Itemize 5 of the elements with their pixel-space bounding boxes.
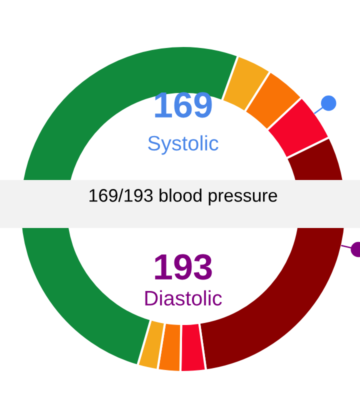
text: 169 bbox=[155, 92, 212, 118]
text: 193 bbox=[155, 254, 212, 280]
text: Diastolic bbox=[145, 290, 222, 306]
text: Systolic bbox=[148, 135, 218, 155]
text: 169/193 blood pressure bbox=[90, 188, 278, 206]
